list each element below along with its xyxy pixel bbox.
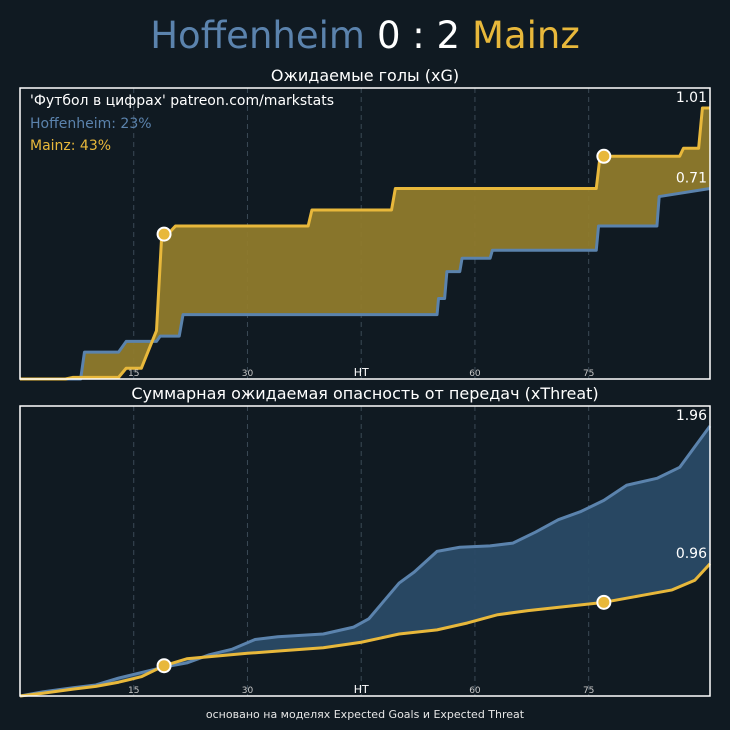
x-tick-label: 75 (583, 686, 594, 696)
goal-marker (596, 594, 612, 610)
xthreat-chart-title: Суммарная ожидаемая опасность от передач… (131, 384, 599, 403)
source-credit: 'Футбол в цифрах' patreon.com/markstats (30, 93, 335, 109)
end-value-label: 0.96 (676, 546, 707, 562)
x-tick-label: HT (354, 683, 369, 696)
home-team-name: Hoffenheim (150, 14, 365, 57)
away-team-name: Mainz (472, 14, 580, 57)
goal-marker (156, 658, 172, 674)
end-value-label: 1.01 (676, 90, 707, 106)
xg-chart-title: Ожидаемые голы (xG) (270, 66, 460, 85)
x-tick-label: 15 (128, 369, 139, 379)
legend-home: Hoffenheim: 23% (30, 116, 152, 132)
x-tick-label: 60 (469, 369, 481, 379)
xthreat-plot-frame (19, 405, 711, 697)
xg-fill-area (20, 108, 710, 379)
xg-chart: 15 30 HT 60 75 1.01 0.71 (19, 87, 711, 381)
x-tick-label: 75 (583, 369, 594, 379)
series-line-hoffenheim (20, 187, 711, 381)
x-tick-label: 30 (242, 369, 254, 379)
goal-marker (156, 226, 172, 242)
footer-note: основано на моделях Expected Goals и Exp… (205, 708, 525, 721)
goal-marker (596, 148, 612, 164)
xg-plot-frame (19, 87, 711, 380)
end-value-label: 0.71 (676, 170, 707, 186)
end-value-label: 1.96 (676, 408, 707, 424)
legend-away: Mainz: 43% (30, 138, 112, 154)
match-header: Hoffenheim 0 : 2 Mainz (0, 14, 730, 57)
x-tick-label: 30 (242, 686, 254, 696)
x-tick-label: 60 (469, 686, 481, 696)
series-line-hoffenheim (19, 425, 712, 698)
match-score: 0 : 2 (376, 14, 461, 57)
xthreat-chart: 15 30 HT 60 75 1.96 0.96 (19, 405, 712, 698)
x-tick-label: 15 (128, 686, 139, 696)
xthreat-fill-area (20, 426, 710, 696)
series-line-mainz (20, 106, 710, 381)
x-tick-label: HT (354, 366, 369, 379)
